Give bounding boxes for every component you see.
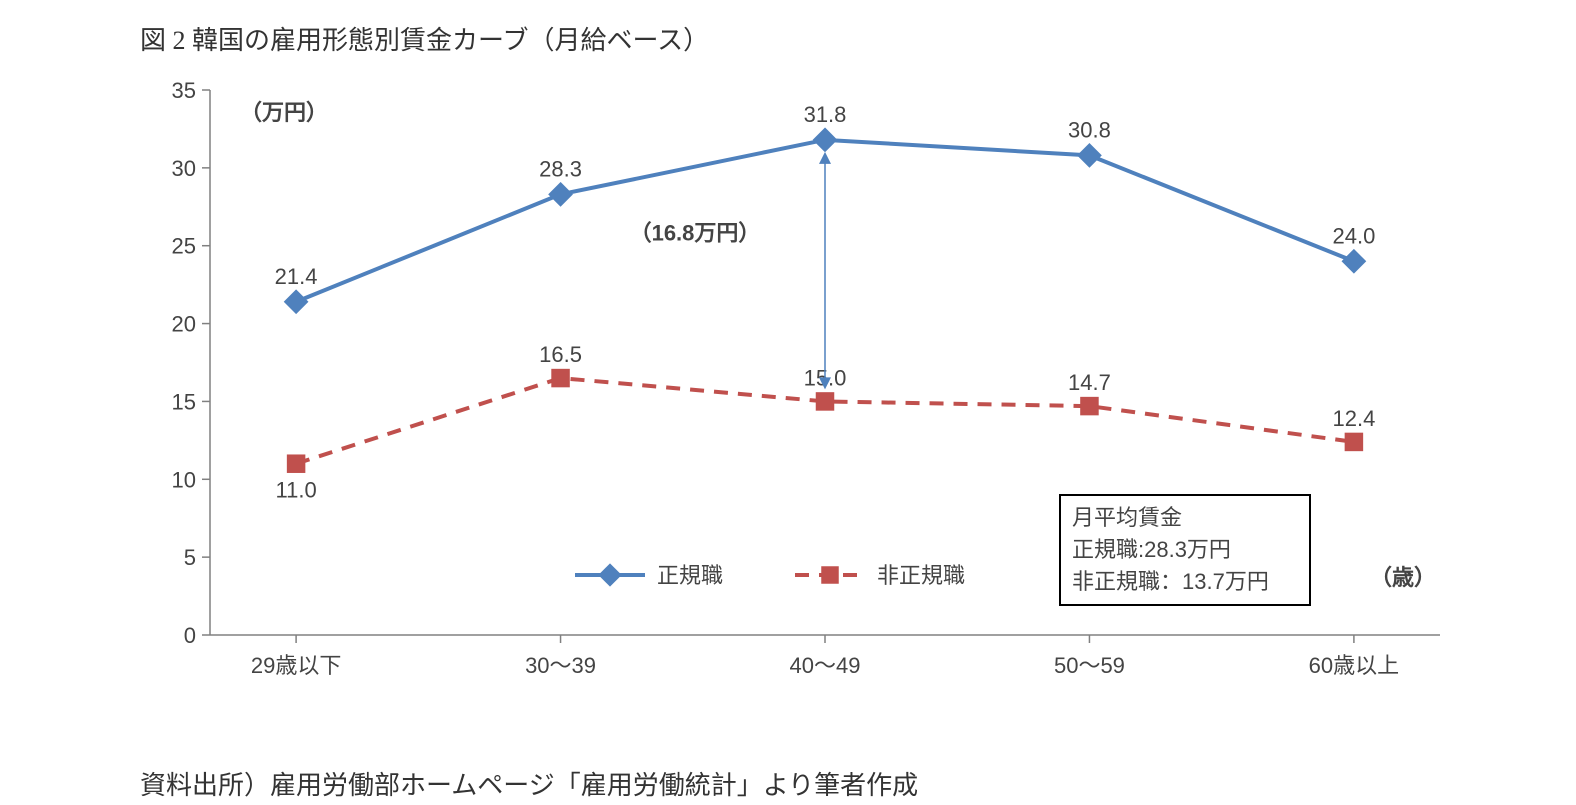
info-box-line: 正規職:28.3万円 — [1072, 537, 1231, 562]
wage-curve-chart: 0 5 10 15 20 25 30 35 29歳以下 30～39 40～49 50～59 60歳以上 （… — [140, 70, 1460, 710]
y-unit-label: （万円） — [240, 100, 328, 125]
y-tick-label: 20 — [172, 312, 196, 337]
y-tick-label: 10 — [172, 467, 196, 492]
y-tick-label: 5 — [184, 545, 196, 570]
marker-diamond — [1342, 250, 1365, 273]
legend-label: 正規職 — [657, 563, 723, 588]
value-label: 31.8 — [804, 102, 847, 127]
chart-container: 0 5 10 15 20 25 30 35 29歳以下 30～39 40～49 50～59 60歳以上 （… — [140, 70, 1460, 710]
source-note: 資料出所）雇用労働部ホームページ「雇用労働統計」より筆者作成 — [140, 765, 918, 802]
marker-square — [1345, 433, 1363, 451]
marker-square — [287, 455, 305, 473]
x-category-label: 29歳以下 — [251, 653, 341, 678]
y-tick-label: 25 — [172, 234, 196, 259]
info-box-line: 月平均賃金 — [1072, 505, 1182, 530]
value-label: 28.3 — [539, 156, 582, 181]
x-category-label: 30～39 — [525, 653, 596, 678]
value-label: 16.5 — [539, 342, 582, 367]
value-label: 24.0 — [1332, 223, 1375, 248]
figure-title: 図 2 韓国の雇用形態別賃金カーブ（月給ベース） — [140, 20, 709, 57]
legend-label: 非正規職 — [877, 563, 965, 588]
y-tick-label: 35 — [172, 78, 196, 103]
y-tick-label: 30 — [172, 156, 196, 181]
marker-diamond — [1078, 144, 1101, 167]
page: 図 2 韓国の雇用形態別賃金カーブ（月給ベース） 0 5 10 15 20 25 30 35 2… — [0, 0, 1576, 805]
y-tick-label: 15 — [172, 389, 196, 414]
y-tick-label: 0 — [184, 623, 196, 648]
x-category-label: 60歳以上 — [1309, 653, 1399, 678]
marker-square — [1081, 397, 1099, 415]
legend-marker — [598, 563, 621, 586]
marker-square — [552, 369, 570, 387]
legend-marker — [821, 566, 839, 584]
x-unit-label: （歳） — [1370, 565, 1436, 590]
value-label: 21.4 — [275, 264, 318, 289]
x-category-label: 40～49 — [790, 653, 861, 678]
info-box-line: 非正規職：13.7万円 — [1072, 569, 1269, 594]
marker-diamond — [284, 290, 307, 313]
value-label: 14.7 — [1068, 370, 1111, 395]
series-line-非正規職 — [296, 378, 1354, 464]
x-category-label: 50～59 — [1054, 653, 1125, 678]
gap-arrow-head-up — [819, 152, 831, 164]
marker-square — [816, 393, 834, 411]
value-label: 30.8 — [1068, 117, 1111, 142]
value-label: 12.4 — [1332, 406, 1375, 431]
marker-diamond — [813, 128, 836, 151]
gap-label: （16.8万円） — [630, 221, 761, 246]
value-label: 11.0 — [276, 478, 317, 503]
marker-diamond — [549, 183, 572, 206]
